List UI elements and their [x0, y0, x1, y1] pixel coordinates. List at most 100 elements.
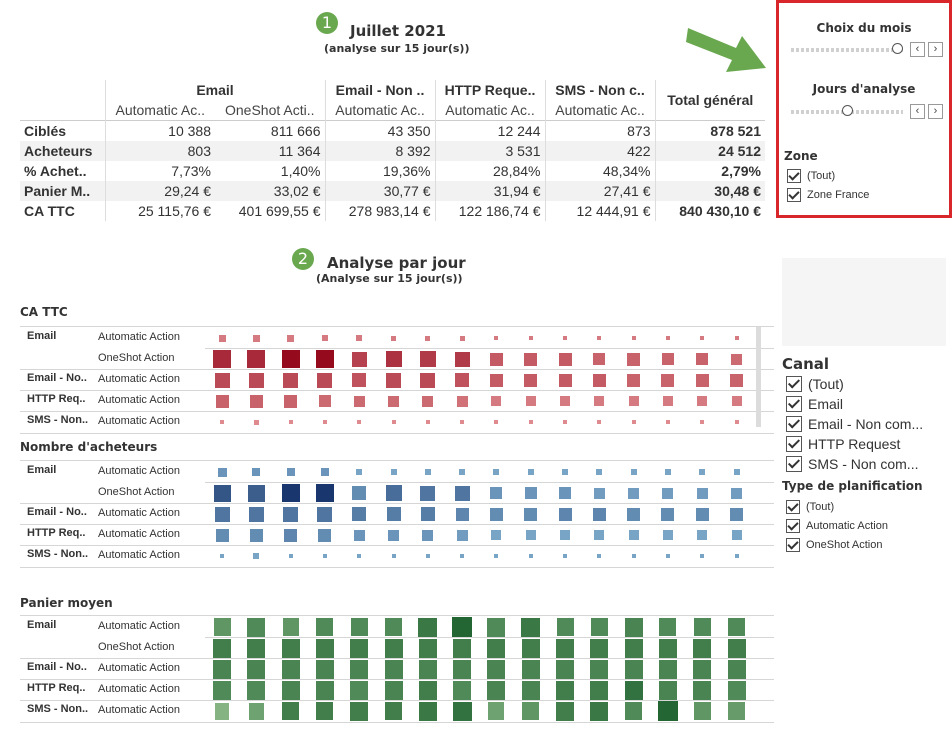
heatmap-cell[interactable] [659, 618, 676, 636]
heatmap-cell[interactable] [700, 336, 704, 340]
heatmap-cell[interactable] [596, 469, 602, 475]
heatmap-cell[interactable] [493, 469, 499, 475]
heatmap-cell[interactable] [385, 702, 402, 720]
heatmap-cell[interactable] [487, 681, 505, 700]
heatmap-cell[interactable] [287, 335, 294, 342]
heatmap-cell[interactable] [693, 639, 711, 658]
filter-option[interactable]: (Tout) [787, 167, 835, 185]
heatmap-cell[interactable] [385, 681, 403, 700]
heatmap-cell[interactable] [524, 353, 537, 366]
heatmap-cell[interactable] [289, 420, 293, 424]
heatmap-cell[interactable] [316, 660, 334, 679]
heatmap-cell[interactable] [494, 336, 498, 340]
heatmap-cell[interactable] [318, 529, 331, 542]
heatmap-cell[interactable] [625, 681, 643, 700]
checkbox[interactable] [786, 499, 800, 514]
checkbox[interactable] [787, 187, 801, 202]
heatmap-cell[interactable] [215, 507, 230, 522]
heatmap-cell[interactable] [213, 660, 231, 679]
scrollbar[interactable] [756, 327, 761, 427]
heatmap-cell[interactable] [666, 420, 670, 424]
heatmap-cell[interactable] [491, 530, 501, 540]
heatmap-cell[interactable] [316, 639, 334, 658]
heatmap-cell[interactable] [287, 468, 295, 476]
heatmap-cell[interactable] [590, 702, 608, 721]
heatmap-cell[interactable] [494, 554, 498, 558]
heatmap-cell[interactable] [659, 639, 677, 658]
heatmap-cell[interactable] [247, 660, 265, 679]
heatmap-cell[interactable] [697, 396, 707, 406]
heatmap-cell[interactable] [316, 681, 334, 700]
heatmap-cell[interactable] [214, 485, 231, 502]
heatmap-cell[interactable] [490, 353, 503, 366]
heatmap-cell[interactable] [699, 469, 705, 475]
heatmap-cell[interactable] [357, 554, 361, 558]
heatmap-cell[interactable] [422, 530, 433, 541]
heatmap-cell[interactable] [354, 396, 365, 407]
heatmap-cell[interactable] [490, 487, 502, 499]
heatmap-cell[interactable] [663, 530, 673, 540]
heatmap-cell[interactable] [219, 335, 226, 342]
heatmap-cell[interactable] [317, 373, 332, 388]
heatmap-cell[interactable] [593, 353, 605, 365]
heatmap-cell[interactable] [556, 702, 574, 721]
heatmap-cell[interactable] [452, 617, 472, 637]
heatmap-cell[interactable] [594, 530, 604, 540]
heatmap-cell[interactable] [282, 484, 300, 502]
heatmap-cell[interactable] [728, 702, 745, 720]
heatmap-cell[interactable] [658, 701, 678, 721]
heatmap-cell[interactable] [220, 554, 224, 558]
heatmap-cell[interactable] [323, 420, 327, 424]
heatmap-cell[interactable] [247, 681, 265, 700]
heatmap-cell[interactable] [249, 507, 264, 522]
heatmap-cell[interactable] [632, 336, 636, 340]
heatmap-cell[interactable] [629, 396, 639, 406]
heatmap-cell[interactable] [632, 420, 636, 424]
heatmap-cell[interactable] [385, 618, 402, 636]
prev-days-button[interactable]: ‹ [910, 104, 925, 119]
filter-option[interactable]: Email [786, 395, 843, 413]
heatmap-cell[interactable] [697, 530, 707, 540]
heatmap-cell[interactable] [419, 681, 437, 700]
heatmap-cell[interactable] [316, 702, 333, 720]
heatmap-cell[interactable] [354, 530, 365, 541]
heatmap-cell[interactable] [491, 396, 501, 406]
month-slider[interactable] [791, 48, 903, 52]
heatmap-cell[interactable] [625, 702, 642, 720]
heatmap-cell[interactable] [252, 468, 260, 476]
heatmap-cell[interactable] [391, 469, 397, 475]
heatmap-cell[interactable] [559, 487, 571, 499]
heatmap-cell[interactable] [696, 508, 709, 521]
heatmap-cell[interactable] [625, 639, 643, 658]
heatmap-cell[interactable] [215, 373, 230, 388]
heatmap-cell[interactable] [248, 485, 265, 502]
filter-option[interactable]: Email - Non com... [786, 415, 923, 433]
heatmap-cell[interactable] [453, 681, 471, 700]
heatmap-cell[interactable] [559, 508, 572, 521]
heatmap-cell[interactable] [593, 374, 606, 387]
heatmap-cell[interactable] [490, 508, 503, 521]
heatmap-cell[interactable] [216, 395, 229, 408]
heatmap-cell[interactable] [556, 681, 574, 700]
heatmap-cell[interactable] [557, 618, 574, 636]
heatmap-cell[interactable] [700, 420, 704, 424]
heatmap-cell[interactable] [460, 336, 465, 341]
heatmap-cell[interactable] [215, 703, 229, 720]
heatmap-cell[interactable] [560, 396, 570, 406]
heatmap-cell[interactable] [731, 488, 742, 499]
heatmap-cell[interactable] [282, 681, 300, 700]
heatmap-cell[interactable] [490, 374, 503, 387]
heatmap-cell[interactable] [426, 554, 430, 558]
heatmap-cell[interactable] [316, 350, 334, 368]
heatmap-cell[interactable] [625, 660, 643, 679]
heatmap-cell[interactable] [590, 639, 608, 658]
heatmap-cell[interactable] [350, 681, 368, 700]
heatmap-cell[interactable] [522, 660, 540, 679]
heatmap-cell[interactable] [455, 352, 470, 367]
heatmap-cell[interactable] [418, 618, 437, 637]
next-days-button[interactable]: › [928, 104, 943, 119]
heatmap-cell[interactable] [352, 352, 367, 367]
heatmap-cell[interactable] [386, 485, 402, 501]
filter-option[interactable]: (Tout) [786, 498, 834, 516]
next-month-button[interactable]: › [928, 42, 943, 57]
